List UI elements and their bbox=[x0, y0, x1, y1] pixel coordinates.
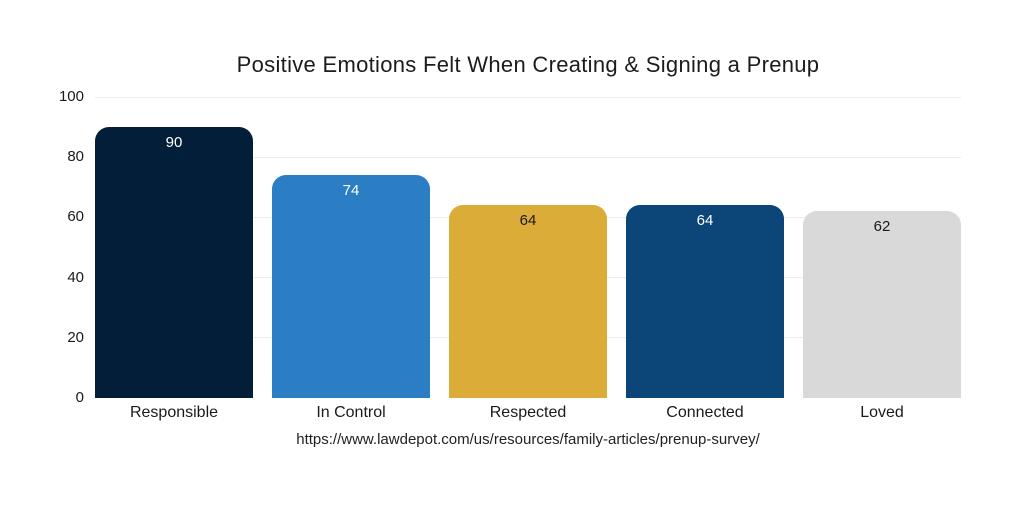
y-tick-label: 80 bbox=[67, 148, 84, 166]
bar-value-label: 62 bbox=[873, 218, 891, 236]
y-tick-label: 40 bbox=[67, 268, 84, 286]
x-category-label: Responsible bbox=[129, 404, 219, 421]
bar-value-label: 64 bbox=[696, 212, 714, 230]
y-tick-label: 60 bbox=[67, 208, 84, 226]
bar-responsible: 90 bbox=[95, 127, 253, 398]
y-tick-label: 100 bbox=[58, 88, 84, 105]
y-tick-label: 20 bbox=[67, 328, 84, 346]
source-url: https://www.lawdepot.com/us/resources/fa… bbox=[296, 431, 760, 448]
y-tick-label: 0 bbox=[75, 389, 84, 406]
x-category-label: Respected bbox=[489, 404, 567, 421]
x-category-label: Loved bbox=[860, 404, 904, 421]
x-category-label: Connected bbox=[666, 404, 744, 421]
chart-title: Positive Emotions Felt When Creating & S… bbox=[236, 52, 820, 77]
x-category-label: In Control bbox=[316, 404, 386, 421]
bar-respected: 64 bbox=[449, 205, 607, 398]
bar-value-label: 90 bbox=[165, 134, 183, 152]
bar-loved: 62 bbox=[803, 211, 961, 398]
gridline bbox=[95, 96, 961, 98]
bar-connected: 64 bbox=[626, 205, 784, 398]
gridline bbox=[95, 156, 961, 158]
bar-in-control: 74 bbox=[272, 175, 430, 398]
bar-value-label: 74 bbox=[342, 182, 360, 200]
bar-value-label: 64 bbox=[519, 212, 537, 230]
